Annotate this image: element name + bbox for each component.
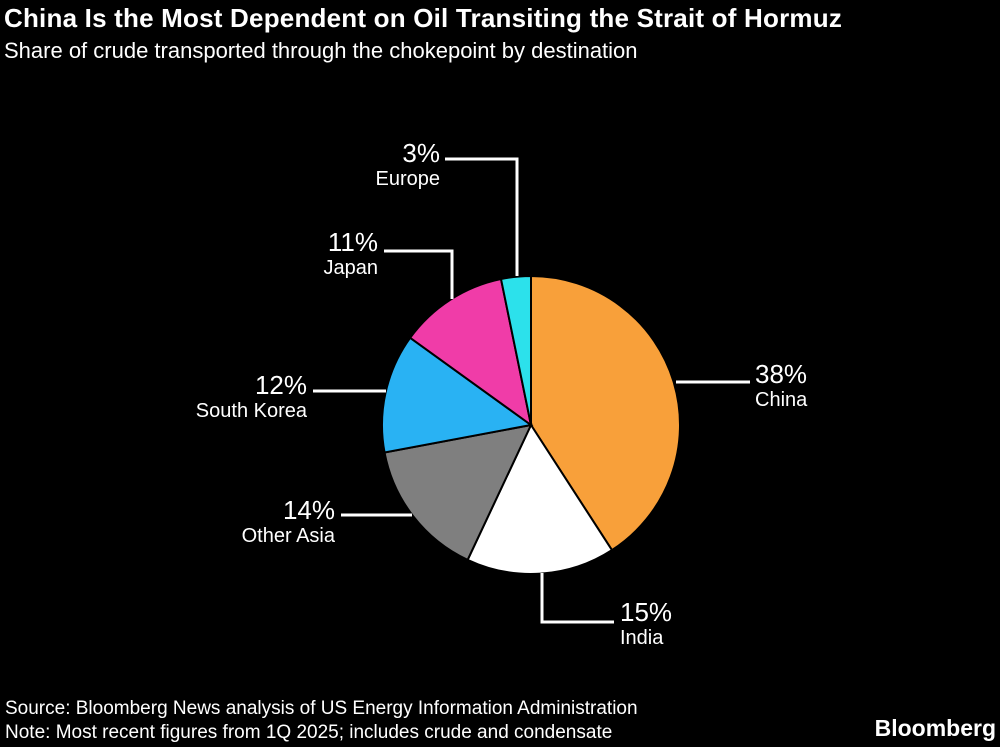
source-note: Source: Bloomberg News analysis of US En… bbox=[5, 698, 638, 719]
slice-name-label: China bbox=[755, 389, 808, 411]
slice-label-japan: 11% Japan bbox=[324, 229, 379, 280]
leader-line-india bbox=[540, 573, 614, 624]
slice-label-china: 38% China bbox=[755, 361, 807, 412]
slice-name-label: Japan bbox=[323, 257, 379, 279]
slice-label-south-korea: 12% South Korea bbox=[196, 372, 307, 423]
slice-label-other-asia: 14% Other Asia bbox=[242, 497, 335, 548]
pie-slice-other-asia bbox=[383, 423, 533, 562]
chart-footer: Source: Bloomberg News analysis of US En… bbox=[5, 697, 638, 745]
slice-label-europe: 3% Europe bbox=[376, 140, 441, 191]
slice-value-label: 15% bbox=[620, 597, 673, 627]
chart-header: China Is the Most Dependent on Oil Trans… bbox=[4, 2, 996, 64]
pie-slice-japan bbox=[408, 277, 533, 428]
leader-line-japan bbox=[384, 249, 454, 299]
bloomberg-logo: Bloomberg bbox=[874, 715, 996, 741]
slice-name-label: South Korea bbox=[195, 400, 307, 422]
leader-line-europe bbox=[445, 157, 519, 276]
slice-label-india: 15% India bbox=[620, 599, 672, 650]
slice-value-label: 12% bbox=[254, 370, 307, 400]
slice-value-label: 14% bbox=[282, 495, 335, 525]
chart-title: China Is the Most Dependent on Oil Trans… bbox=[4, 3, 843, 33]
slice-value-label: 11% bbox=[327, 227, 378, 257]
figure-note: Note: Most recent figures from 1Q 2025; … bbox=[5, 722, 613, 743]
slice-name-label: Europe bbox=[375, 168, 441, 190]
chart-subtitle: Share of crude transported through the c… bbox=[4, 38, 638, 63]
slice-name-label: India bbox=[620, 627, 664, 649]
slice-value-label: 38% bbox=[755, 359, 808, 389]
slice-name-label: Other Asia bbox=[241, 525, 335, 547]
slice-value-label: 3% bbox=[402, 138, 440, 168]
pie-slice-europe bbox=[499, 274, 532, 426]
pie-slice-south-korea bbox=[381, 336, 534, 454]
